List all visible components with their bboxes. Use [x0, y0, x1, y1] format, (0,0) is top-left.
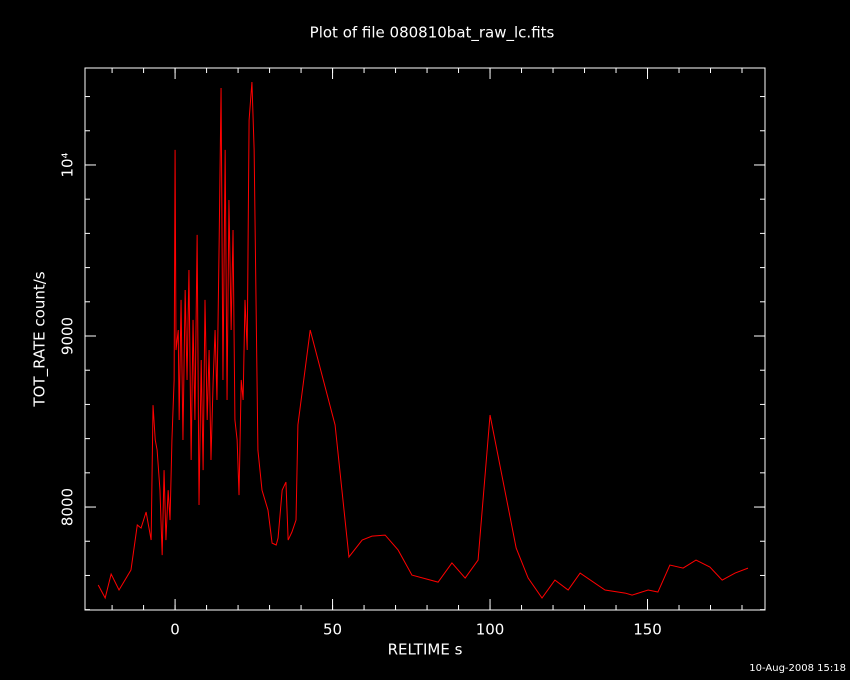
data-line [97, 81, 749, 600]
x-tick-label: 50 [323, 621, 342, 639]
x-axis-label: RELTIME s [388, 641, 463, 659]
y-tick-label: 9000 [59, 317, 77, 355]
x-tick-label: 100 [476, 621, 505, 639]
x-tick-label: 150 [633, 621, 662, 639]
y-tick-label: 8000 [59, 488, 77, 526]
plot-frame [84, 67, 766, 611]
y-tick-label: 10⁴ [59, 152, 77, 177]
chart-title: Plot of file 080810bat_raw_lc.fits [310, 24, 555, 43]
timestamp: 10-Aug-2008 15:18 [749, 663, 846, 674]
y-axis-label: TOT_RATE count/s [31, 271, 50, 407]
x-tick-label: 0 [170, 621, 180, 639]
